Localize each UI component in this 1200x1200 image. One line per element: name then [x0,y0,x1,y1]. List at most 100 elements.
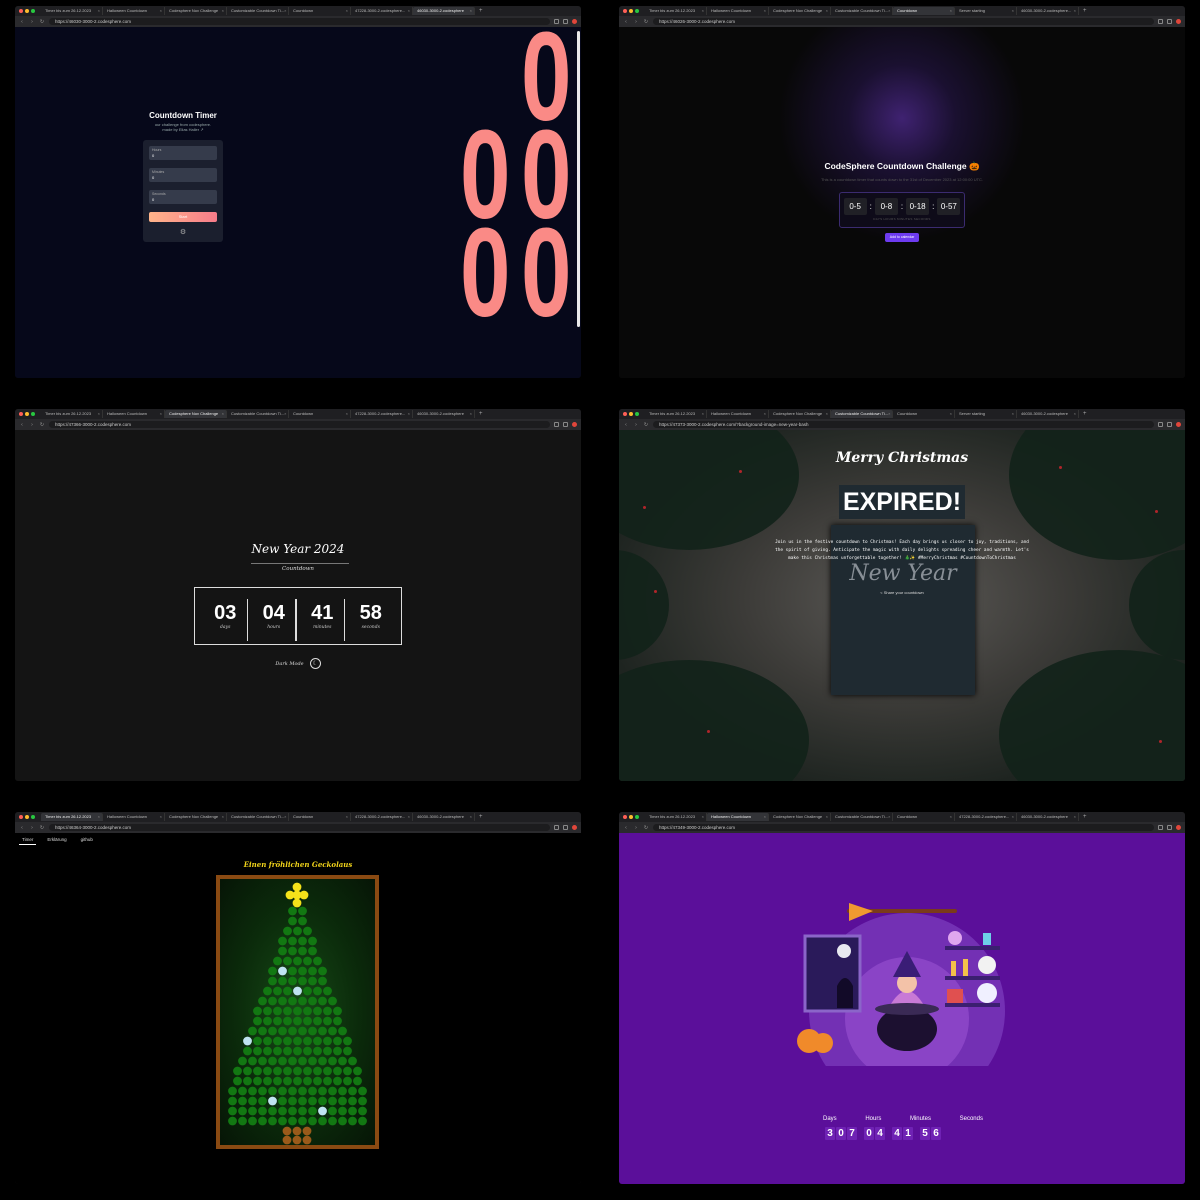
new-tab-icon[interactable]: + [1083,8,1087,14]
profile-icon[interactable] [1176,825,1181,830]
new-tab-icon[interactable]: + [1083,814,1087,820]
forward-icon[interactable]: › [31,18,33,25]
reload-icon[interactable]: ↻ [643,421,649,428]
url-field[interactable]: https://46364-3000-2.codesphere.com [49,824,550,831]
browser-tab[interactable]: Halloween Countdown × [707,410,769,418]
sidebar-icon[interactable] [563,422,568,427]
start-button[interactable]: Start [149,212,217,222]
browser-tab[interactable]: Halloween Countdown × [707,7,769,15]
close-tab-icon[interactable]: × [1073,8,1076,13]
close-tab-icon[interactable]: × [825,411,828,416]
maximize-window-icon[interactable] [635,412,639,416]
close-tab-icon[interactable]: × [284,411,287,416]
profile-icon[interactable] [572,825,577,830]
minimize-window-icon[interactable] [25,815,29,819]
reload-icon[interactable]: ↻ [39,18,45,25]
close-tab-icon[interactable]: × [949,411,952,416]
close-tab-icon[interactable]: × [284,8,287,13]
close-window-icon[interactable] [623,815,627,819]
url-field[interactable]: https://47366-3000-2.codesphere.com [49,421,550,428]
browser-tab[interactable]: Timer bis zum 26.12.2023 × [645,7,707,15]
browser-tab[interactable]: Customizable Countdown Ti... × [227,410,289,418]
browser-tab-active[interactable]: Timer bis zum 26.12.2023 × [41,813,103,821]
back-icon[interactable]: ‹ [21,421,23,428]
author-link[interactable]: made by Elias Haller ↗ [162,127,204,132]
close-tab-icon[interactable]: × [97,411,100,416]
browser-tab[interactable]: Codesphere Nov Challenge × [769,813,831,821]
maximize-window-icon[interactable] [31,815,35,819]
close-tab-icon[interactable]: × [469,814,472,819]
close-tab-icon[interactable]: × [159,814,162,819]
url-field[interactable]: https://47349-3000-2.codesphere.com [653,824,1154,831]
browser-tab[interactable]: Halloween Countdown × [103,813,165,821]
share-countdown-button[interactable]: < Share your countdown [880,590,924,595]
new-tab-icon[interactable]: + [1083,411,1087,417]
add-to-calendar-button[interactable]: Add to calendar [885,233,919,242]
browser-tab[interactable]: Customizable Countdown Ti... × [831,7,893,15]
reload-icon[interactable]: ↻ [39,421,45,428]
close-tab-icon[interactable]: × [221,8,224,13]
profile-icon[interactable] [1176,19,1181,24]
close-tab-icon[interactable]: × [825,8,828,13]
sidebar-icon[interactable] [1167,422,1172,427]
extension-icon[interactable] [1158,422,1163,427]
close-tab-icon[interactable]: × [763,411,766,416]
browser-tab[interactable]: 47228-3000-2.codesphere... × [351,7,413,15]
close-tab-icon[interactable]: × [949,814,952,819]
browser-tab[interactable]: Timer bis zum 26.12.2023 × [645,410,707,418]
browser-tab[interactable]: Server starting × [955,7,1017,15]
extension-icon[interactable] [554,422,559,427]
browser-tab[interactable]: Codesphere Nov Challenge × [165,813,227,821]
forward-icon[interactable]: › [31,421,33,428]
browser-tab[interactable]: Countdown × [893,813,955,821]
browser-tab[interactable]: 46030-3000-2.codesphere × [1017,410,1079,418]
reload-icon[interactable]: ↻ [643,18,649,25]
profile-icon[interactable] [572,422,577,427]
extension-icon[interactable] [554,19,559,24]
browser-tab[interactable]: Halloween Countdown × [103,7,165,15]
close-window-icon[interactable] [623,412,627,416]
browser-tab[interactable]: Codesphere Nov Challenge × [769,7,831,15]
tab-erklaerung[interactable]: Erklärung [47,837,67,842]
close-tab-icon[interactable]: × [888,8,891,13]
browser-tab[interactable]: Halloween Countdown × [103,410,165,418]
maximize-window-icon[interactable] [31,9,35,13]
browser-tab[interactable]: Countdown × [893,410,955,418]
forward-icon[interactable]: › [635,421,637,428]
close-tab-icon[interactable]: × [97,814,100,819]
close-window-icon[interactable] [623,9,627,13]
browser-tab-active[interactable]: Countdown × [893,7,955,15]
profile-icon[interactable] [572,19,577,24]
browser-tab[interactable]: Timer bis zum 26.12.2023 × [41,7,103,15]
browser-tab-active[interactable]: Halloween Countdown × [707,813,769,821]
browser-tab-active[interactable]: Codesphere Nov Challenge × [165,410,227,418]
forward-icon[interactable]: › [635,824,637,831]
browser-tab-active[interactable]: 46030-3000-2.codesphere × [413,7,475,15]
close-tab-icon[interactable]: × [97,8,100,13]
browser-tab[interactable]: Countdown × [289,410,351,418]
forward-icon[interactable]: › [635,18,637,25]
browser-tab[interactable]: Codesphere Nov Challenge × [769,410,831,418]
close-tab-icon[interactable]: × [345,411,348,416]
minimize-window-icon[interactable] [629,9,633,13]
new-tab-icon[interactable]: + [479,814,483,820]
close-tab-icon[interactable]: × [888,814,891,819]
url-field[interactable]: https://46030-3000-2.codesphere.com [49,18,550,25]
close-window-icon[interactable] [19,9,23,13]
browser-tab[interactable]: Server starting × [955,410,1017,418]
back-icon[interactable]: ‹ [21,824,23,831]
maximize-window-icon[interactable] [635,815,639,819]
scrollbar[interactable] [577,31,580,327]
browser-tab[interactable]: Countdown × [289,813,351,821]
moon-icon[interactable]: ☾ [309,658,321,669]
close-tab-icon[interactable]: × [407,8,410,13]
profile-icon[interactable] [1176,422,1181,427]
browser-tab[interactable]: 47228-3000-2.codesphere... × [351,410,413,418]
close-tab-icon[interactable]: × [1011,411,1014,416]
extension-icon[interactable] [1158,825,1163,830]
hours-field[interactable]: Hours 0 [149,146,217,160]
close-tab-icon[interactable]: × [763,8,766,13]
close-tab-icon[interactable]: × [701,411,704,416]
minimize-window-icon[interactable] [25,412,29,416]
reload-icon[interactable]: ↻ [643,824,649,831]
